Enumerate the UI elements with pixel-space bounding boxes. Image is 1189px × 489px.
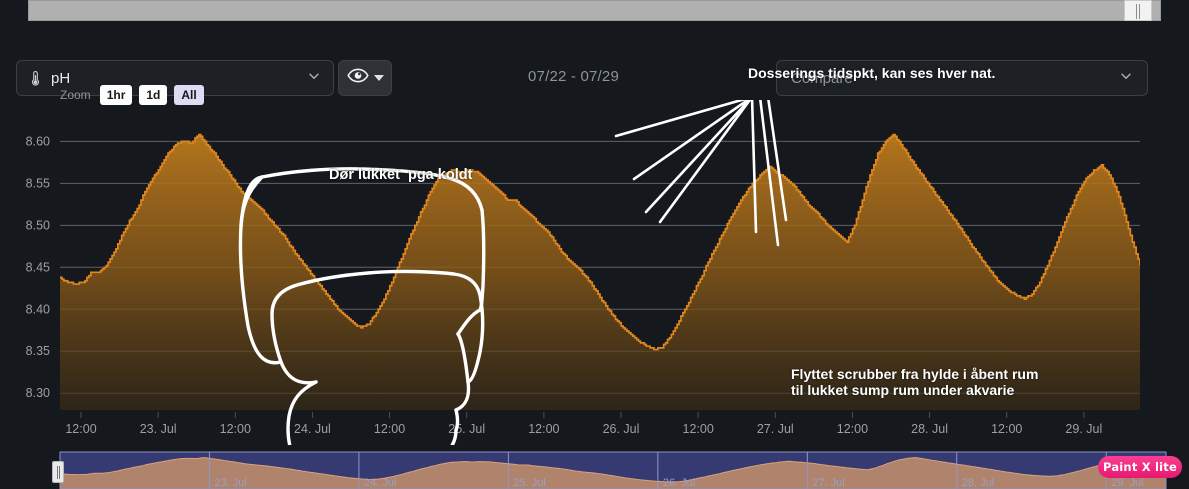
scrollbar-thumb[interactable] — [1124, 0, 1152, 21]
eye-icon — [346, 68, 369, 88]
annotation-door: Dør lukket pga koldt — [329, 167, 473, 183]
svg-text:25. Jul: 25. Jul — [513, 477, 545, 489]
navigator-left-handle[interactable] — [52, 461, 64, 483]
svg-text:8.35: 8.35 — [26, 344, 50, 358]
chevron-down-icon — [1119, 69, 1133, 88]
annotation-scrubber: Flyttet scrubber fra hylde i åbent rum t… — [791, 366, 1039, 398]
zoom-button-all[interactable]: All — [174, 85, 204, 105]
svg-text:23. Jul: 23. Jul — [140, 422, 177, 436]
chart-area[interactable]: 8.60 8.55 8.50 8.45 8.40 8.35 8.30 12:00 23. Ju… — [0, 100, 1189, 445]
svg-text:29. Jul: 29. Jul — [1111, 477, 1143, 489]
chevron-down-icon — [307, 69, 321, 88]
zoom-button-1d[interactable]: 1d — [139, 85, 168, 105]
svg-text:29. Jul: 29. Jul — [1065, 422, 1102, 436]
svg-text:28. Jul: 28. Jul — [962, 477, 994, 489]
svg-text:12:00: 12:00 — [220, 422, 251, 436]
chart-x-axis-labels: 12:00 23. Jul 12:00 24. Jul 12:00 25. Jul 12:0… — [65, 412, 1102, 436]
svg-text:12:00: 12:00 — [991, 422, 1022, 436]
svg-text:24. Jul: 24. Jul — [364, 477, 396, 489]
svg-text:24. Jul: 24. Jul — [294, 422, 331, 436]
svg-text:12:00: 12:00 — [65, 422, 96, 436]
controls-row: pH 07/22 - 07/29 Compare — [0, 26, 1189, 96]
chart-series-group — [60, 133, 1140, 410]
svg-text:8.45: 8.45 — [26, 260, 50, 274]
compare-select[interactable]: Compare — [776, 60, 1148, 96]
zoom-controls: Zoom 1hr 1d All — [60, 85, 204, 105]
navigator-svg[interactable]: 23. Jul 24. Jul 25. Jul 26. Jul 27. Jul 28. J… — [0, 447, 1189, 489]
chart-y-axis-labels: 8.60 8.55 8.50 8.45 8.40 8.35 8.30 — [26, 134, 50, 400]
date-range-label: 07/22 - 07/29 — [528, 68, 620, 85]
caret-down-icon — [373, 75, 384, 81]
handdrawn-ink-overlay — [238, 167, 486, 445]
scrollbar-track[interactable] — [28, 0, 1161, 21]
navigator-series — [59, 457, 1167, 489]
svg-text:8.50: 8.50 — [26, 218, 50, 232]
ph-area-chart[interactable]: 8.60 8.55 8.50 8.45 8.40 8.35 8.30 12:00 23. Ju… — [0, 100, 1189, 445]
horizontal-scrollbar[interactable] — [0, 0, 1189, 24]
svg-text:12:00: 12:00 — [374, 422, 405, 436]
svg-text:8.55: 8.55 — [26, 176, 50, 190]
metric-select-value: pH — [51, 69, 71, 87]
svg-text:25. Jul: 25. Jul — [448, 422, 485, 436]
chart-navigator[interactable]: 23. Jul 24. Jul 25. Jul 26. Jul 27. Jul 28. J… — [0, 447, 1189, 489]
visibility-toggle-button[interactable] — [338, 60, 392, 96]
svg-text:28. Jul: 28. Jul — [911, 422, 948, 436]
thermometer-icon — [29, 70, 42, 87]
zoom-button-1hr[interactable]: 1hr — [99, 85, 133, 105]
svg-text:26. Jul: 26. Jul — [603, 422, 640, 436]
svg-text:8.40: 8.40 — [26, 302, 50, 316]
svg-text:23. Jul: 23. Jul — [214, 477, 246, 489]
svg-text:12:00: 12:00 — [837, 422, 868, 436]
paint-x-lite-watermark: Paint X lite — [1098, 456, 1182, 478]
compare-select-placeholder: Compare — [791, 69, 853, 87]
zoom-label: Zoom — [60, 88, 91, 102]
handdrawn-pointer-lines — [614, 100, 788, 247]
chart-area-fill — [60, 134, 1140, 410]
svg-text:27. Jul: 27. Jul — [812, 477, 844, 489]
svg-text:8.30: 8.30 — [26, 386, 50, 400]
svg-text:8.60: 8.60 — [26, 134, 50, 148]
svg-text:27. Jul: 27. Jul — [757, 422, 794, 436]
svg-text:12:00: 12:00 — [683, 422, 714, 436]
annotation-dosering: Dosserings tidspkt, kan ses hver nat. — [748, 65, 996, 81]
svg-text:12:00: 12:00 — [528, 422, 559, 436]
svg-text:26. Jul: 26. Jul — [663, 477, 695, 489]
